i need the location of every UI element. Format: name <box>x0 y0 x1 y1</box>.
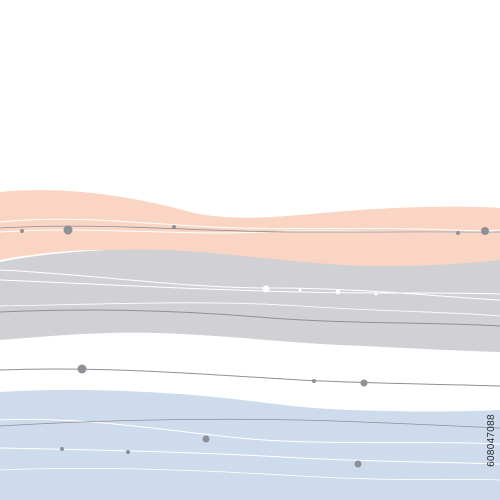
dot <box>335 289 341 295</box>
dot <box>20 229 24 233</box>
gray-line-1 <box>0 269 500 301</box>
dot <box>63 225 73 235</box>
blue-band <box>0 389 500 500</box>
dot <box>354 460 362 468</box>
blue-line-2 <box>0 447 500 465</box>
peach-band <box>0 190 500 269</box>
blue-line-4 <box>0 467 500 481</box>
peach-line-1 <box>0 218 500 233</box>
stock-id-watermark: 608047088 <box>485 385 497 495</box>
dot <box>172 225 176 229</box>
blue-line-1 <box>0 418 500 445</box>
dot <box>262 285 270 293</box>
dot <box>312 379 316 383</box>
gap-line-1 <box>0 368 500 387</box>
dot <box>298 288 302 292</box>
dot <box>456 231 460 235</box>
stock-id-text: 608047088 <box>485 413 497 467</box>
gray-line-2 <box>0 279 500 295</box>
blue-line-3 <box>0 418 500 429</box>
dot <box>481 227 489 235</box>
dot <box>202 435 210 443</box>
gray-band <box>0 249 500 352</box>
peach-line-3 <box>0 225 500 233</box>
gray-line-3 <box>0 309 500 327</box>
dot <box>374 292 378 296</box>
gray-line-4 <box>0 302 500 317</box>
dot <box>77 364 87 374</box>
dot <box>360 379 368 387</box>
dot <box>126 450 130 454</box>
dot <box>60 447 64 451</box>
